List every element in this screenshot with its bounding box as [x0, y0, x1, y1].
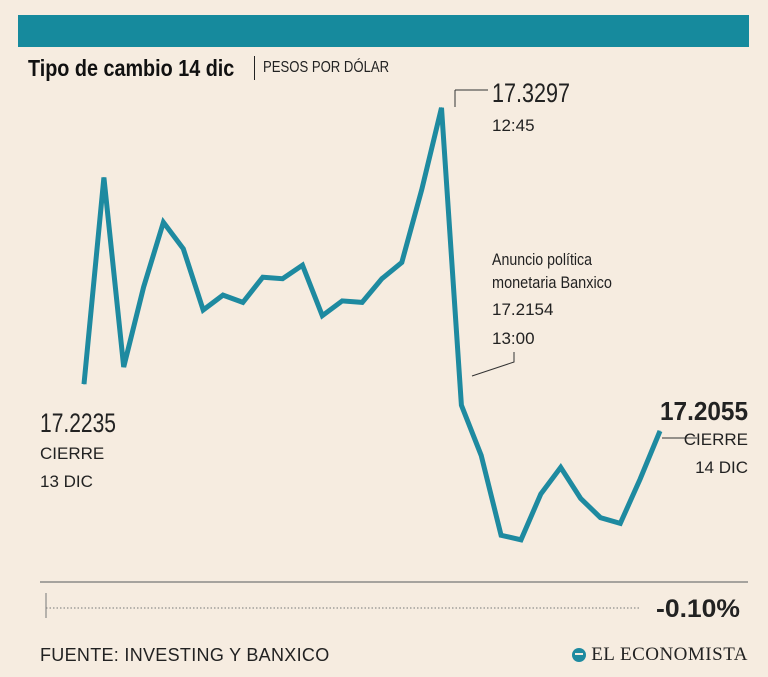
data-point [361, 301, 363, 303]
announcement-line2: monetaria Banxico [492, 273, 612, 292]
data-point [302, 264, 303, 266]
data-point [599, 517, 601, 519]
header-bar [18, 15, 749, 47]
brand-name: EL ECONOMISTA [591, 644, 748, 665]
data-point [103, 177, 105, 178]
end-value-label: 17.2055 [660, 396, 748, 426]
data-point [480, 454, 482, 456]
data-point [222, 294, 224, 296]
brand-logo-icon [572, 648, 587, 662]
title-separator [253, 56, 255, 80]
data-point [321, 315, 323, 317]
data-point [639, 478, 641, 480]
percent-change: -0.10% [656, 595, 740, 623]
announcement-value: 17.2154 [492, 300, 553, 319]
data-point [123, 366, 125, 368]
end-date-label: 14 DIC [695, 458, 748, 477]
data-point [441, 107, 442, 109]
data-point [202, 309, 204, 311]
announcement-connector [471, 352, 515, 377]
data-point [341, 300, 343, 302]
series-line [81, 107, 663, 543]
data-point [500, 534, 502, 536]
announcement-line1: Anuncio política [492, 250, 592, 269]
title-row: Tipo de cambio 14 dic PESOS POR DÓLAR [28, 54, 417, 82]
data-point [659, 430, 661, 432]
source-note: FUENTE: INVESTING Y BANXICO [40, 645, 330, 665]
data-point [83, 383, 85, 385]
end-cierre-label: CIERRE [684, 430, 748, 449]
data-point [540, 493, 542, 495]
data-point [262, 276, 264, 278]
start-cierre-label: CIERRE [40, 444, 104, 463]
brand[interactable]: EL ECONOMISTA [572, 644, 748, 666]
data-point [421, 189, 423, 191]
data-point [182, 248, 184, 250]
data-point [580, 497, 582, 499]
peak-value-label: 17.3297 [492, 78, 570, 108]
data-point [381, 278, 383, 280]
data-point [162, 221, 164, 223]
data-point [520, 539, 522, 541]
data-point [143, 286, 145, 288]
data-point [460, 404, 462, 406]
chart-subtitle: PESOS POR DÓLAR [262, 59, 390, 76]
start-value-label: 17.2235 [40, 408, 116, 438]
data-point [242, 301, 244, 303]
chart-title: Tipo de cambio 14 dic [28, 54, 235, 81]
data-point [282, 278, 284, 280]
peak-time-label: 12:45 [492, 116, 535, 135]
announcement-time: 13:00 [492, 329, 535, 348]
data-point [401, 261, 403, 263]
data-point [560, 466, 562, 468]
start-date-label: 13 DIC [40, 472, 93, 491]
data-point [619, 522, 621, 524]
